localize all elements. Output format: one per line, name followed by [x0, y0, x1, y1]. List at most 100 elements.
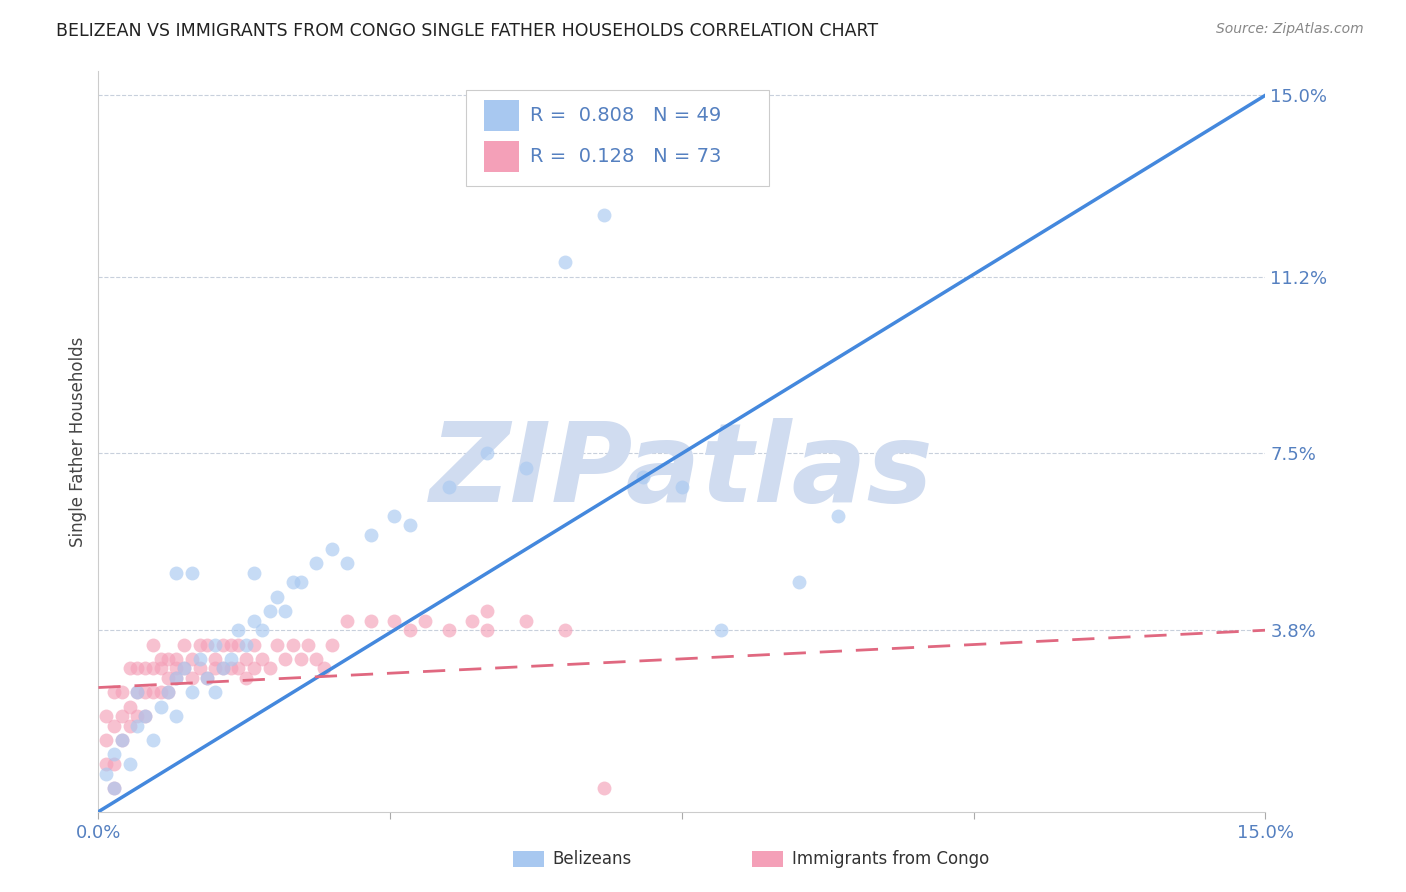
- Point: [180, 685, 202, 699]
- FancyBboxPatch shape: [465, 90, 769, 186]
- Point: [250, 652, 273, 666]
- Point: [173, 661, 195, 675]
- Point: [382, 508, 405, 523]
- Point: [180, 566, 202, 580]
- Point: [554, 624, 576, 638]
- Point: [134, 685, 156, 699]
- Point: [477, 446, 499, 460]
- Point: [437, 480, 460, 494]
- Point: [250, 624, 273, 638]
- Point: [671, 480, 693, 494]
- Point: [554, 255, 576, 269]
- Point: [195, 638, 218, 652]
- Point: [118, 699, 141, 714]
- Point: [477, 604, 499, 618]
- FancyBboxPatch shape: [484, 100, 519, 131]
- Point: [134, 661, 156, 675]
- Point: [149, 699, 172, 714]
- Point: [103, 756, 125, 771]
- Point: [235, 671, 257, 685]
- Point: [212, 638, 235, 652]
- Text: R =  0.128   N = 73: R = 0.128 N = 73: [530, 147, 721, 166]
- Point: [631, 470, 654, 484]
- Point: [103, 719, 125, 733]
- Point: [212, 661, 235, 675]
- Point: [243, 638, 266, 652]
- Point: [243, 614, 266, 628]
- Point: [188, 638, 211, 652]
- Point: [118, 719, 141, 733]
- Point: [321, 638, 343, 652]
- Point: [111, 685, 134, 699]
- Point: [157, 685, 180, 699]
- Point: [336, 614, 359, 628]
- Text: Immigrants from Congo: Immigrants from Congo: [792, 850, 988, 868]
- Point: [228, 661, 250, 675]
- Point: [142, 638, 165, 652]
- Point: [96, 709, 118, 723]
- Point: [281, 575, 304, 590]
- Point: [321, 541, 343, 556]
- Point: [290, 652, 312, 666]
- Point: [127, 661, 149, 675]
- Point: [204, 685, 226, 699]
- Point: [787, 575, 810, 590]
- Point: [382, 614, 405, 628]
- Point: [274, 604, 297, 618]
- Point: [188, 661, 211, 675]
- Point: [515, 460, 537, 475]
- Point: [235, 638, 257, 652]
- Point: [111, 733, 134, 747]
- Text: ZIPatlas: ZIPatlas: [430, 417, 934, 524]
- Point: [165, 661, 187, 675]
- Point: [243, 566, 266, 580]
- Point: [204, 638, 226, 652]
- Point: [235, 652, 257, 666]
- Point: [111, 733, 134, 747]
- Point: [281, 638, 304, 652]
- Point: [149, 661, 172, 675]
- Point: [274, 652, 297, 666]
- Point: [195, 671, 218, 685]
- Point: [593, 780, 616, 795]
- Point: [413, 614, 436, 628]
- Point: [118, 661, 141, 675]
- Point: [165, 652, 187, 666]
- Point: [461, 614, 484, 628]
- Point: [142, 685, 165, 699]
- Point: [173, 638, 195, 652]
- Point: [228, 638, 250, 652]
- Point: [477, 624, 499, 638]
- Point: [149, 652, 172, 666]
- Point: [305, 652, 328, 666]
- FancyBboxPatch shape: [484, 141, 519, 172]
- Point: [142, 733, 165, 747]
- Point: [593, 208, 616, 222]
- Point: [204, 661, 226, 675]
- Point: [827, 508, 849, 523]
- Point: [173, 661, 195, 675]
- Point: [96, 756, 118, 771]
- Point: [96, 733, 118, 747]
- Point: [515, 614, 537, 628]
- Point: [103, 780, 125, 795]
- Point: [127, 685, 149, 699]
- Point: [312, 661, 335, 675]
- Point: [336, 557, 359, 571]
- Point: [149, 685, 172, 699]
- Point: [165, 709, 187, 723]
- Point: [710, 624, 733, 638]
- Point: [398, 624, 420, 638]
- Point: [305, 557, 328, 571]
- Point: [165, 671, 187, 685]
- Point: [243, 661, 266, 675]
- Point: [437, 624, 460, 638]
- Point: [266, 590, 288, 604]
- Point: [111, 709, 134, 723]
- Point: [180, 671, 202, 685]
- Point: [134, 709, 156, 723]
- Point: [212, 661, 235, 675]
- Point: [204, 652, 226, 666]
- Point: [118, 756, 141, 771]
- Point: [103, 747, 125, 762]
